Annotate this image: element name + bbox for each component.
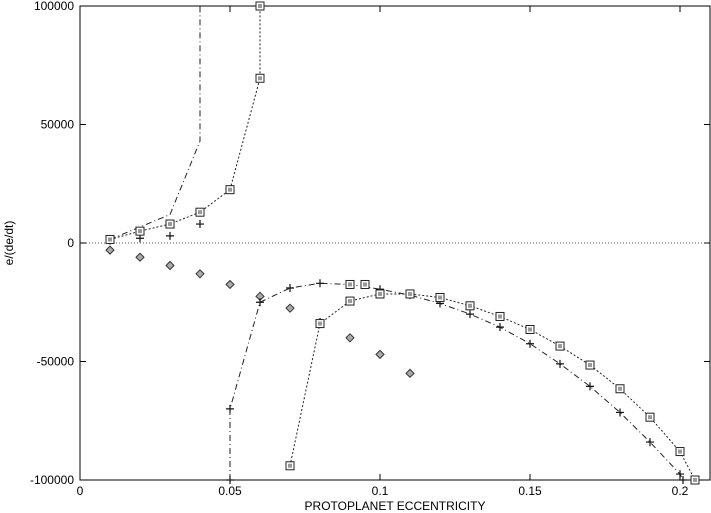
series-4 <box>226 279 687 484</box>
data-point-plus <box>556 359 564 368</box>
series-line <box>109 6 201 240</box>
y-tick-label: -50000 <box>37 355 75 369</box>
data-point-square-fill <box>648 415 652 420</box>
data-point-diamond <box>105 245 115 255</box>
x-tick-label: 0.2 <box>672 484 689 498</box>
data-point-plus <box>676 470 684 479</box>
data-point-plus <box>226 476 234 484</box>
data-point-square-fill <box>348 282 352 287</box>
y-axis-label: e/(de/dt) <box>2 221 16 266</box>
x-tick-label: 0 <box>77 484 84 498</box>
data-point-square-fill <box>588 363 592 368</box>
data-point-square-fill <box>138 229 142 234</box>
data-point-diamond <box>135 252 145 262</box>
data-point-plus <box>616 408 624 417</box>
data-point-square-fill <box>108 237 112 242</box>
data-point-square-fill <box>693 478 697 482</box>
data-point-plus <box>226 404 234 413</box>
data-point-plus <box>466 310 474 319</box>
x-tick-label: 0.05 <box>218 484 242 498</box>
data-point-square-fill <box>228 187 232 192</box>
data-point-plus <box>526 339 534 348</box>
data-point-square-fill <box>258 4 262 8</box>
data-point-square-fill <box>528 327 532 332</box>
data-point-plus <box>256 298 264 307</box>
data-point-diamond <box>225 279 235 290</box>
data-point-diamond <box>405 368 415 379</box>
y-tick-label: 0 <box>67 236 74 250</box>
data-point-diamond <box>165 260 175 271</box>
data-point-square-fill <box>618 386 622 391</box>
series-2 <box>109 6 201 240</box>
series-line <box>229 282 684 481</box>
y-tick-label: 100000 <box>34 0 74 13</box>
data-point-square-fill <box>498 314 502 319</box>
data-point-plus <box>679 476 687 484</box>
data-point-plus <box>196 220 204 229</box>
data-point-square-fill <box>558 344 562 349</box>
data-point-plus <box>316 279 324 288</box>
data-point-plus <box>496 323 504 332</box>
series-6 <box>345 279 385 299</box>
data-point-plus <box>586 382 594 391</box>
series-5 <box>285 289 700 485</box>
x-tick-label: 0.15 <box>518 484 542 498</box>
data-point-plus <box>166 231 174 240</box>
data-point-square-fill <box>678 449 682 454</box>
series-0 <box>105 245 415 379</box>
x-axis-label: PROTOPLANET ECCENTRICITY <box>305 499 486 513</box>
data-point-square-fill <box>363 282 367 287</box>
data-point-square-fill <box>198 210 202 215</box>
data-point-diamond <box>375 349 385 360</box>
data-point-square-fill <box>408 291 412 296</box>
data-point-plus <box>286 284 294 293</box>
data-point-diamond <box>285 303 295 313</box>
series-line <box>109 6 261 240</box>
data-point-square-fill <box>378 291 382 296</box>
data-point-diamond <box>345 333 355 343</box>
y-tick-label: 50000 <box>41 118 75 132</box>
data-point-square-fill <box>318 321 322 326</box>
data-point-square-fill <box>468 303 472 308</box>
data-point-diamond <box>195 269 205 279</box>
data-point-square-fill <box>348 299 352 304</box>
data-point-plus <box>646 438 654 447</box>
data-point-square-fill <box>258 76 262 81</box>
y-tick-label: -100000 <box>30 473 74 487</box>
series-1 <box>106 220 204 245</box>
data-point-square-fill <box>168 222 172 227</box>
x-tick-label: 0.1 <box>372 484 389 498</box>
series-line <box>289 293 696 481</box>
data-point-square-fill <box>288 463 292 468</box>
data-point-square-fill <box>438 295 442 300</box>
series-3 <box>105 1 265 244</box>
